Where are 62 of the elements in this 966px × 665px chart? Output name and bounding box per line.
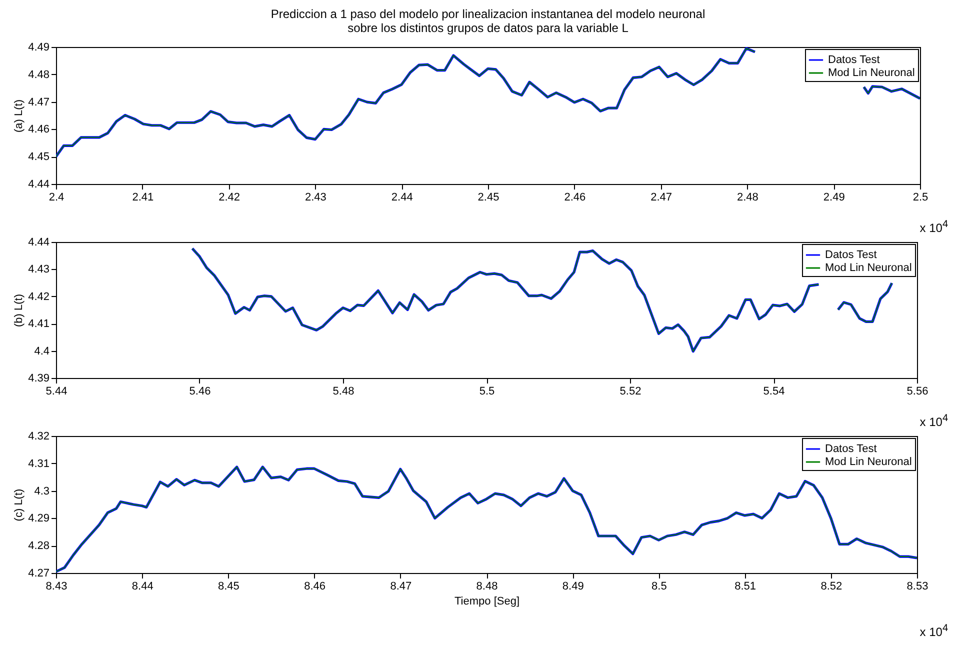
x-tick-label: 5.48 [332,386,354,398]
y-tick-label: 4.47 [28,96,50,108]
x-tick-label: 2.4 [48,192,64,204]
x-tick-label: 8.52 [820,580,842,592]
x-tick-label: 5.54 [763,386,785,398]
x-tick-label: 2.44 [391,192,413,204]
y-tick-label: 4.3 [34,485,50,498]
y-tick-label: 4.43 [28,264,50,276]
x-tick-label: 2.5 [912,192,928,204]
series-label: Mod Lin Neuronal [828,67,915,79]
legend-label: Mod Lin Neuronal [825,262,912,274]
x-tick-label: 2.48 [736,192,758,204]
x-tick-label: 2.41 [132,192,154,204]
text: x 10$^{4}$ [918,622,948,639]
y-tick-label: 4.32 [28,430,50,442]
x-tick-label: 8.44 [132,580,154,592]
x-tick-label: 5.52 [620,386,642,398]
y-tick-label: 4.45 [28,151,50,164]
y-tick-label: 4.44 [28,236,50,248]
x-tick-label: 8.45 [218,580,240,592]
y-tick-label: 4.31 [28,458,50,470]
y-tick-label: 4.41 [28,318,50,330]
x-tick-label: 5.5 [479,386,495,398]
y-tick-label: 4.46 [28,124,50,136]
y-axis-title: (b) L(t) [13,294,26,327]
y-axis-title: (a) L(t) [13,100,26,132]
y-tick-label: 4.44 [28,178,50,190]
text: x 10$^{4}$ [918,412,948,429]
x-tick-label: 8.46 [304,580,326,592]
legend-label: Datos Test [825,249,877,261]
legend-label: Datos Test [828,54,880,66]
x-tick-label: 2.45 [478,192,500,204]
x-tick-label: 8.53 [906,580,928,592]
y-tick-label: 4.4 [34,345,50,358]
x-axis-title: Tiempo [Seg] [454,596,520,608]
x-tick-label: 2.49 [823,192,845,204]
y-tick-label: 4.27 [28,568,50,580]
chart-subtitle: sobre los distintos grupos de datos para la variable L [348,21,629,35]
legend-label: Datos Test [825,443,877,455]
x-tick-label: 5.44 [46,386,68,398]
y-tick-label: 4.28 [28,540,50,552]
x-tick-label: 8.43 [46,580,68,592]
y-axis-title: (c) L(t) [13,488,26,522]
x-tick-label: 2.43 [304,192,326,204]
text: x 10$^{4}$ [918,218,948,235]
y-tick-label: 4.29 [28,512,50,525]
x-tick-label: 5.46 [189,386,211,398]
x-tick-label: 8.48 [476,580,498,592]
x-tick-label: 8.47 [390,580,412,592]
x-tick-label: 2.47 [650,192,672,204]
y-tick-label: 4.49 [28,42,50,54]
x-tick-label: 8.51 [734,580,756,592]
x-tick-label: 2.46 [564,192,586,204]
x-tick-label: 8.49 [562,580,584,592]
y-tick-label: 4.39 [28,372,50,384]
x-tick-label: 8.5 [652,580,667,592]
legend-label: Mod Lin Neuronal [825,456,912,468]
x-tick-label: 5.56 [906,386,928,398]
y-tick-label: 4.48 [28,68,50,81]
y-tick-label: 4.42 [28,290,50,303]
x-tick-label: 2.42 [218,192,240,204]
chart-title: Prediccion a 1 paso del modelo por linealizacion instantanea del modelo neuronal [270,7,706,21]
